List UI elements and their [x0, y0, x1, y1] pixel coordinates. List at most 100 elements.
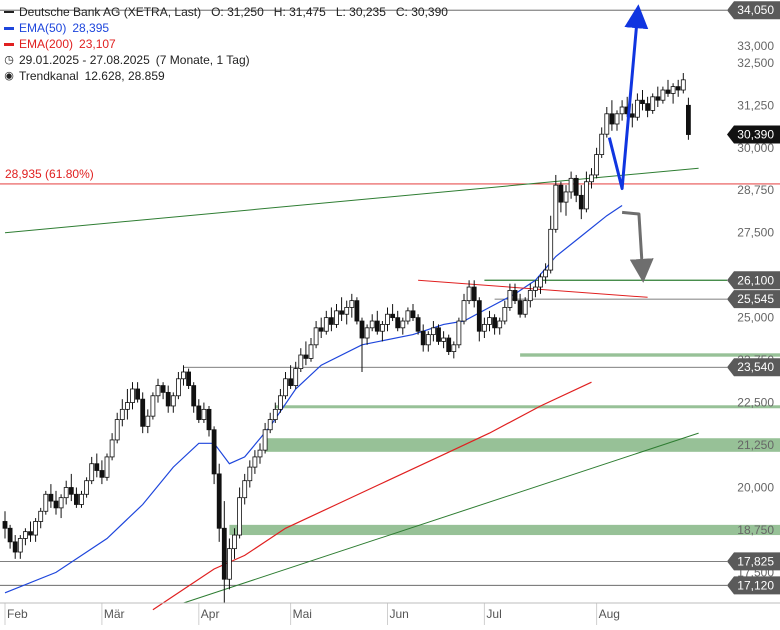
candle: [125, 388, 130, 420]
candle-body: [400, 320, 406, 329]
candle-body: [379, 324, 385, 332]
candle-body: [53, 500, 59, 509]
candle: [109, 433, 115, 461]
candle: [385, 307, 390, 332]
candle: [28, 521, 33, 542]
candle-body: [425, 334, 431, 346]
candle-body: [99, 470, 105, 478]
candle: [175, 371, 181, 400]
candle: [303, 341, 309, 366]
candle: [533, 280, 538, 298]
target-icon: ◉: [4, 70, 14, 82]
candle-body: [563, 191, 569, 203]
ohlc-open: O: 31,250: [211, 5, 264, 19]
candle-body: [155, 385, 161, 397]
ema50-name: EMA(50): [19, 21, 67, 35]
clock-icon: ◷: [4, 54, 14, 66]
candle-body: [589, 174, 594, 183]
candle: [441, 331, 447, 349]
candle-body: [313, 327, 319, 346]
price-tag: 30,390: [727, 125, 780, 144]
candle-body: [125, 402, 130, 410]
candle: [334, 304, 339, 328]
legend-title-row: Deutsche Bank AG (XETRA, Last) O: 31,250…: [4, 4, 448, 20]
price-tag-label: 17,120: [737, 578, 774, 592]
period-detail: (7 Monate, 1 Tag): [155, 53, 250, 67]
candle-body: [334, 310, 339, 325]
candle: [650, 93, 656, 114]
price-tag-label: 26,100: [737, 273, 774, 287]
trend-channel-lower: [183, 432, 699, 604]
candle-body: [328, 317, 334, 325]
y-tick-label: 22,500: [737, 396, 774, 410]
price-tag-box: [727, 271, 780, 290]
candle-body: [558, 184, 564, 203]
candle: [420, 324, 426, 352]
ohlc-low: L: 30,235: [335, 5, 386, 19]
candle: [257, 443, 263, 464]
candle-body: [349, 300, 355, 308]
candle-body: [395, 317, 401, 329]
candle: [446, 334, 452, 356]
candle: [130, 382, 135, 410]
candle-body: [655, 96, 661, 101]
candle: [522, 297, 528, 318]
candle-body: [303, 354, 309, 359]
candle-body: [640, 99, 645, 105]
candle: [517, 293, 523, 318]
candle: [181, 365, 186, 386]
candle-body: [201, 408, 207, 420]
y-tick-label: 28,750: [737, 183, 774, 197]
price-tag: 34,050: [727, 1, 780, 20]
candle: [415, 314, 421, 335]
candle-body: [12, 541, 18, 553]
ema50-value: 28,395: [72, 21, 110, 35]
candle: [53, 490, 59, 515]
candle: [568, 171, 574, 199]
price-tags: 34,050 30,390 26,100 25,545 23,540 17,825 17,1…: [727, 1, 780, 595]
candle-body: [33, 521, 38, 536]
candle-body: [614, 113, 620, 125]
candle-body: [109, 439, 115, 458]
candle-body: [405, 310, 411, 322]
candle-body: [584, 181, 589, 210]
candle: [155, 378, 161, 403]
candle-body: [38, 510, 44, 522]
candle: [563, 185, 569, 216]
candle-body: [471, 286, 477, 302]
candle: [481, 317, 487, 339]
red-trend-line: [418, 279, 648, 298]
candle: [84, 477, 89, 498]
candle: [68, 473, 74, 502]
candle-body: [175, 378, 181, 397]
candle: [670, 83, 676, 104]
candle: [89, 456, 95, 485]
candle-body: [436, 327, 441, 342]
candle: [216, 463, 222, 542]
candle: [63, 480, 69, 505]
candle: [492, 314, 498, 335]
candle-body: [135, 388, 141, 400]
price-tag-box: [727, 576, 780, 595]
candle-body: [390, 313, 396, 319]
candle: [354, 297, 360, 325]
candle-body: [548, 228, 554, 271]
candle: [655, 86, 661, 108]
candle-body: [267, 419, 273, 431]
candle: [308, 338, 314, 362]
candle: [283, 371, 288, 400]
candle: [135, 382, 141, 403]
candle-body: [232, 534, 237, 550]
candle: [170, 392, 176, 413]
candle-body: [170, 395, 176, 407]
candle: [328, 307, 334, 332]
candle-body: [680, 79, 686, 91]
x-tick-label: Apr: [201, 607, 220, 621]
chart-legend: Deutsche Bank AG (XETRA, Last) O: 31,250…: [4, 4, 448, 84]
price-tag-box: [727, 1, 780, 20]
candle-body: [293, 368, 299, 386]
candle-body: [17, 538, 23, 553]
candle: [119, 399, 125, 427]
candle: [237, 487, 243, 539]
